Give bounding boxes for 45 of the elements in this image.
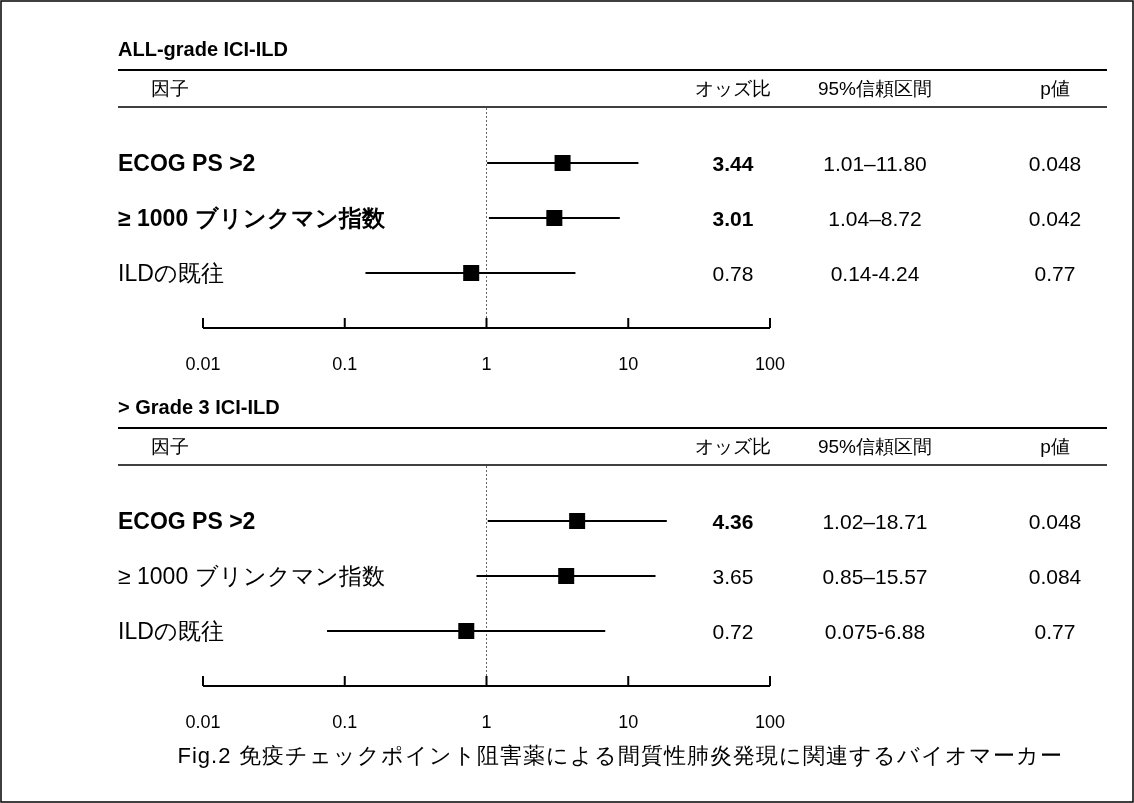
text: 1.01–11.80 [823,152,927,175]
text: 0.048 [1028,510,1082,533]
x-tick-label: 10 [618,354,639,374]
text: 0.048 [1028,152,1082,175]
y-tick-label: ≥ 1000 ブリンクマン指数 [118,205,386,231]
annotation: 3.65 [712,565,754,588]
text: 1.04–8.72 [828,207,922,230]
annotation: 3.01 [712,207,754,230]
x-tick-label: 100 [754,712,786,732]
y-axis-title: 因子 [151,436,189,457]
y-tick-label: ILDの既往 [118,260,224,286]
x-tick-label: 0.01 [185,712,221,732]
text: 0.14-4.24 [830,262,920,285]
x-tick-label: 0.1 [332,354,358,374]
x-tick-label: 100 [754,354,786,374]
text: 95%信頼区間 [817,78,933,99]
caption: Fig.2 免疫チェックポイント阻害薬による間質性肺炎発現に関連するバイオマーカー [177,743,1063,768]
chart-title: ALL-grade ICI-ILD [118,38,288,60]
y-axis-title: 因子 [151,78,189,99]
text: 0.77 [1034,620,1076,643]
x-tick-label: 0.01 [185,354,221,374]
text: オッズ比 [695,78,771,99]
text: p値 [1040,436,1070,457]
text: 95%信頼区間 [817,436,933,457]
x-tick-label: 0.1 [332,712,358,732]
text: 0.85–15.57 [822,565,928,588]
y-tick-label: ECOG PS >2 [118,508,256,534]
text: 0.77 [1034,262,1076,285]
x-tick-label: 1 [481,354,492,374]
text: 1.02–18.71 [822,510,928,533]
text: オッズ比 [695,436,771,457]
x-tick-label: 1 [481,712,492,732]
annotation: 3.44 [712,152,754,175]
text: 0.075-6.88 [824,620,926,643]
y-tick-label: ECOG PS >2 [118,150,256,176]
y-tick-label: ≥ 1000 ブリンクマン指数 [118,563,385,589]
text: p値 [1040,78,1070,99]
chart-title: > Grade 3 ICI-ILD [118,396,280,418]
y-tick-label: ILDの既往 [118,618,224,644]
annotation: 0.72 [712,620,754,643]
text: 0.042 [1028,207,1082,230]
annotation: 0.78 [712,262,754,285]
x-tick-label: 10 [618,712,639,732]
text: 0.084 [1028,565,1082,588]
annotation: 4.36 [712,510,754,533]
